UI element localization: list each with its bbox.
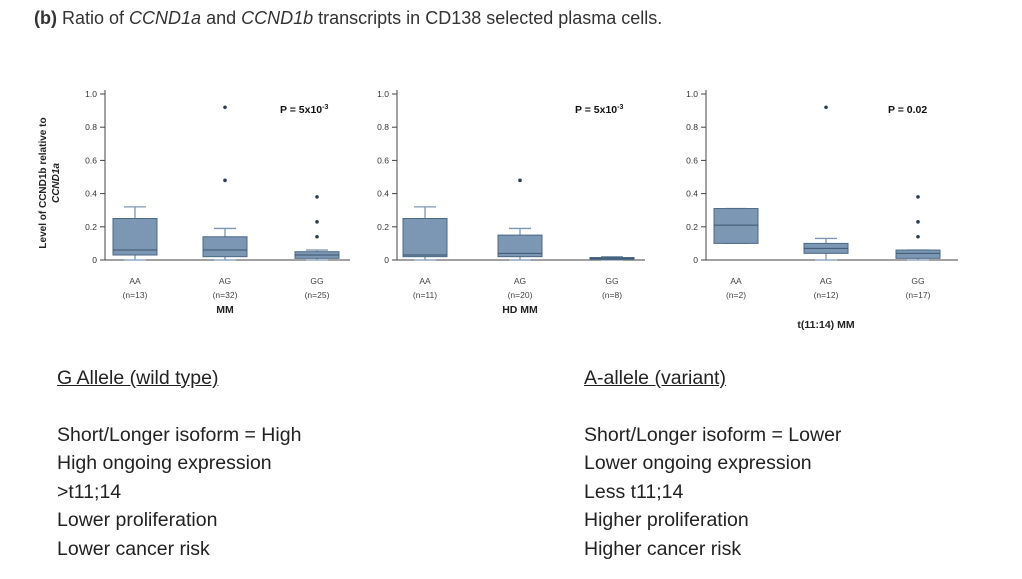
boxplot-mm: 0 0.2 0.4 0.6 0.8 1.0 AA (n=13) AG (n=32) GG (n=25)… <box>85 89 350 316</box>
figure-panel-label: (b) <box>34 8 57 28</box>
category-label: AG <box>514 276 526 286</box>
g-allele-line: High ongoing expression <box>57 452 272 474</box>
a-allele-line: Less t11;14 <box>584 480 684 503</box>
p-value-exponent: -3 <box>617 104 623 111</box>
y-axis-label-line2: CCND1a <box>51 163 62 204</box>
y-tick-label: 0 <box>384 255 389 265</box>
y-axis-label: Level of CCND1b relative to CCND1a <box>37 108 63 258</box>
y-tick-label: 0.8 <box>377 122 389 132</box>
boxplot-hd-mm: 0 0.2 0.4 0.6 0.8 1.0 AA (n=11) AG (n=20) GG (n=8) H… <box>377 89 645 316</box>
title-gene-b: CCND1b <box>241 8 314 28</box>
title-part-3: and <box>201 8 242 28</box>
title-gene-a: CCND1a <box>129 8 202 28</box>
x-axis-label: t(11:14) MM <box>797 319 854 331</box>
category-label: AG <box>219 276 231 286</box>
outlier-point <box>223 178 227 183</box>
y-tick-label: 0.2 <box>85 222 97 232</box>
box-iqr <box>112 218 158 256</box>
box-iqr <box>202 236 248 258</box>
outlier-point <box>916 195 920 199</box>
a-allele-heading: A-allele (variant) <box>584 367 726 389</box>
category-label: GG <box>310 276 323 286</box>
category-n-label: (n=2) <box>726 290 746 300</box>
y-axis-label-line1: Level of CCND1b relative to <box>38 117 49 249</box>
category-label: GG <box>911 276 924 286</box>
title-part-5: transcripts in CD138 selected plasma cel… <box>313 8 663 28</box>
outlier-point <box>315 220 319 224</box>
category-n-label: (n=8) <box>602 290 622 300</box>
category-n-label: (n=25) <box>305 290 330 300</box>
outlier-point <box>223 105 227 110</box>
figure-title: (b) Ratio of CCND1a and CCND1b transcrip… <box>34 8 662 29</box>
x-axis-label: MM <box>216 304 234 316</box>
g-allele-column: G Allele (wild type) Short/Longer isofor… <box>57 364 301 563</box>
y-tick-label: 1.0 <box>377 89 389 99</box>
box-iqr <box>497 234 543 258</box>
category-n-label: (n=20) <box>508 290 533 300</box>
y-tick-label: 0 <box>693 255 698 265</box>
outlier-point <box>824 105 828 110</box>
y-tick-label: 0 <box>92 255 97 265</box>
g-allele-line: Lower cancer risk <box>57 537 210 560</box>
x-axis-label: HD MM <box>502 304 538 316</box>
y-tick-label: 0.6 <box>377 155 389 165</box>
y-tick-label: 0.2 <box>377 222 389 232</box>
boxplot-t1114-mm: 0 0.2 0.4 0.6 0.8 1.0 AA (n=2) AG (n=12) GG (n=17) t… <box>686 89 958 331</box>
a-allele-line: Higher cancer risk <box>584 537 742 560</box>
category-label: AA <box>730 276 742 286</box>
p-value-label: P = 5x10-3 <box>280 104 328 116</box>
outlier-point <box>315 234 319 239</box>
category-n-label: (n=17) <box>906 290 931 300</box>
y-tick-label: 1.0 <box>85 89 97 99</box>
a-allele-column: A-allele (variant) Short/Longer isoform … <box>584 364 841 563</box>
p-value-label: P = 5x10-3 <box>575 104 623 116</box>
g-allele-line: >t11;14 <box>57 480 122 503</box>
p-value-label: P = 0.02 <box>888 104 927 116</box>
y-tick-label: 0.8 <box>85 122 97 132</box>
outlier-point <box>518 178 522 183</box>
g-allele-heading: G Allele (wild type) <box>57 367 219 389</box>
outlier-point <box>315 195 319 199</box>
category-n-label: (n=11) <box>413 290 437 300</box>
g-allele-line: Short/Longer isoform = High <box>57 423 302 446</box>
box-iqr <box>402 218 448 258</box>
y-tick-label: 0.4 <box>85 189 97 199</box>
y-tick-label: 0.4 <box>377 189 389 199</box>
box-iqr <box>713 208 759 244</box>
a-allele-line: Lower ongoing expression <box>584 452 812 474</box>
a-allele-line: Short/Longer isoform = Lower <box>584 423 842 446</box>
a-allele-line: Higher proliferation <box>584 509 749 531</box>
category-n-label: (n=32) <box>213 290 238 300</box>
y-tick-label: 0.6 <box>686 155 698 165</box>
box-iqr <box>895 249 941 259</box>
outlier-point <box>916 220 920 224</box>
y-tick-label: 0.2 <box>686 222 698 232</box>
category-label: AG <box>820 276 832 286</box>
g-allele-line: Lower proliferation <box>57 509 218 531</box>
title-part-1: Ratio of <box>62 8 130 28</box>
category-n-label: (n=13) <box>123 290 148 300</box>
category-label: AA <box>419 276 431 286</box>
y-tick-label: 0.8 <box>686 122 698 132</box>
p-value-exponent: -3 <box>322 104 328 111</box>
y-tick-label: 0.6 <box>85 155 97 165</box>
y-tick-label: 1.0 <box>686 89 698 99</box>
outlier-point <box>916 234 920 239</box>
category-label: AA <box>129 276 141 286</box>
category-n-label: (n=12) <box>814 290 839 300</box>
category-label: GG <box>605 276 618 286</box>
y-tick-label: 0.4 <box>686 189 698 199</box>
